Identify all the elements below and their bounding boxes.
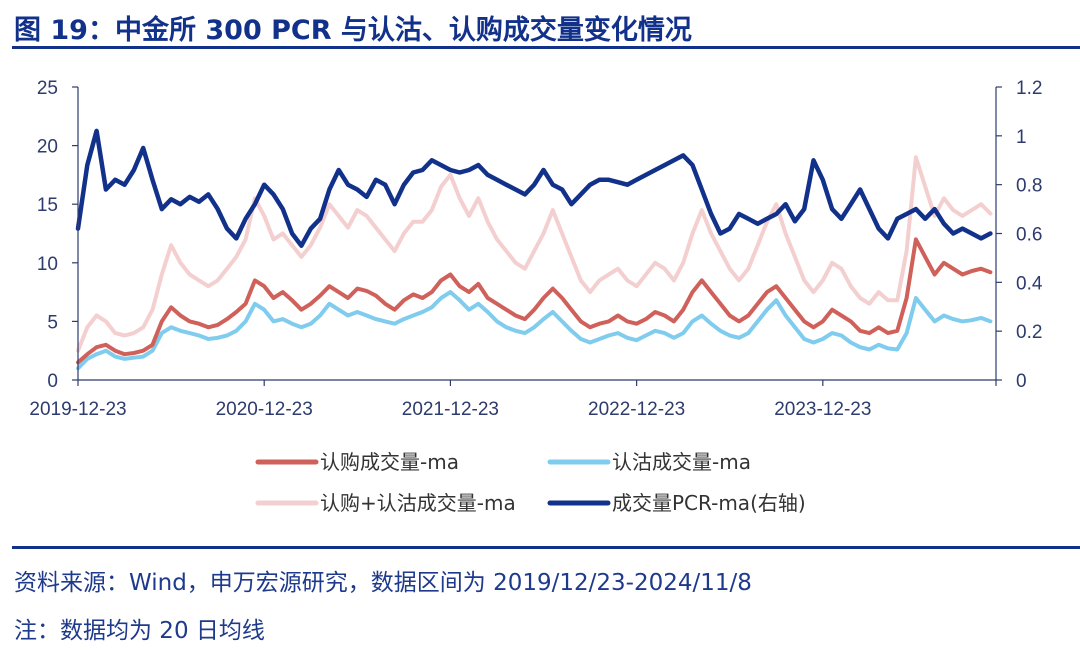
x-tick-label: 2021-12-23 (402, 399, 499, 420)
left-tick-label: 0 (47, 371, 58, 392)
right-tick-label: 0.2 (1016, 322, 1042, 343)
series-line-3 (75, 128, 993, 248)
legend-label-0: 认购成交量-ma (320, 450, 459, 474)
title-rule (12, 46, 1080, 49)
x-tick-label: 2020-12-23 (216, 399, 313, 420)
series-line-1 (76, 290, 993, 371)
series-line-2 (76, 155, 993, 353)
right-tick-label: 0.8 (1016, 176, 1042, 197)
x-tick-label: 2022-12-23 (588, 399, 685, 420)
left-tick-label: 10 (37, 254, 58, 275)
right-tick-label: 1 (1016, 127, 1027, 148)
footnote: 注：数据均为 20 日均线 (14, 618, 265, 644)
left-tick-label: 15 (37, 195, 58, 216)
legend-label-2: 认购+认沽成交量-ma (320, 491, 516, 515)
x-tick-label: 2019-12-23 (29, 399, 126, 420)
legend-label-1: 认沽成交量-ma (612, 450, 751, 474)
source-note: 资料来源：Wind，申万宏源研究，数据区间为 2019/12/23-2024/1… (14, 570, 752, 596)
page-title: 图 19：中金所 300 PCR 与认沽、认购成交量变化情况 (14, 15, 692, 46)
right-tick-label: 0.4 (1016, 273, 1043, 294)
right-tick-label: 0 (1016, 371, 1027, 392)
footer-rule (12, 546, 1080, 549)
x-tick-label: 2023-12-23 (774, 399, 871, 420)
right-tick-label: 0.6 (1016, 225, 1042, 246)
series-line-0 (76, 237, 993, 365)
left-tick-label: 5 (47, 312, 58, 333)
chart: 0 5 10 15 20 25 0 0.2 0.4 0.6 0.8 1 1.2 2019-12-23 202… (29, 78, 1043, 515)
left-tick-label: 20 (37, 137, 58, 158)
right-tick-label: 1.2 (1016, 78, 1042, 99)
legend-label-3: 成交量PCR-ma(右轴) (612, 491, 806, 515)
left-tick-label: 25 (37, 78, 58, 99)
